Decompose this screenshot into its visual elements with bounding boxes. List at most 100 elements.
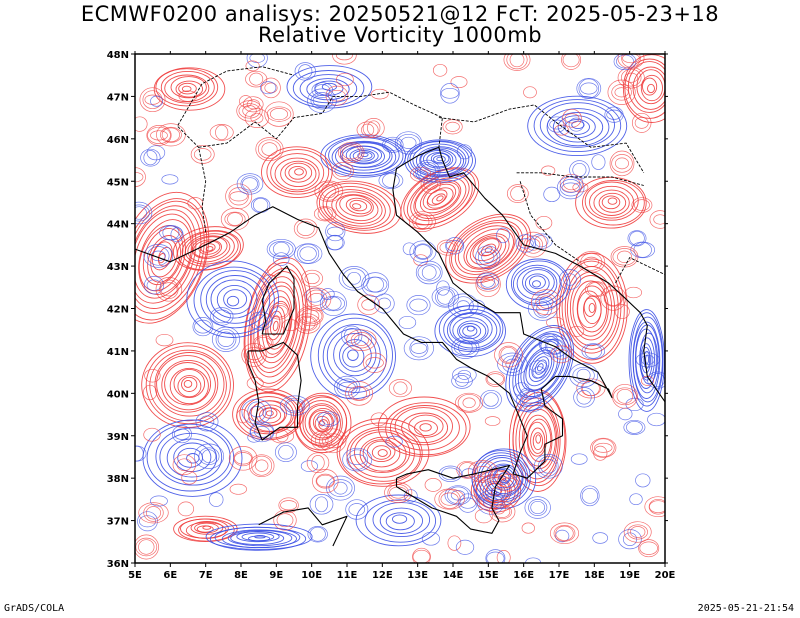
negative-contour [135,445,147,462]
positive-contour [154,352,225,417]
positive-contour [526,418,552,462]
positive-contour [588,302,596,314]
negative-contour [406,295,431,316]
negative-contour [539,335,558,351]
negative-contour [300,460,318,472]
negative-contour [341,325,363,346]
positive-contour [243,396,294,433]
lat-tick-label: 40N [107,389,129,400]
negative-contour [431,286,459,308]
negative-contour [445,237,465,255]
positive-contour [241,342,267,367]
lat-tick-label: 41N [107,347,129,358]
positive-contour [470,469,522,513]
positive-contour [614,304,630,320]
positive-contour [142,384,158,401]
negative-contour [483,392,499,407]
positive-contour [419,181,460,214]
positive-contour [494,342,523,368]
positive-contour [550,345,573,364]
negative-contour [394,131,423,155]
positive-contour [145,345,231,425]
positive-contour [617,54,645,69]
negative-contour [409,298,428,312]
negative-contour [140,148,161,167]
positive-contour [370,412,388,427]
positive-contour [476,475,512,506]
negative-contour [573,387,595,408]
positive-contour [151,241,173,271]
negative-contour [147,246,170,266]
positive-contour [342,145,361,160]
positive-contour [319,182,396,231]
positive-contour [349,199,368,212]
positive-contour [580,253,603,271]
coastline [258,507,348,547]
positive-contour [362,352,387,373]
negative-contour [209,526,307,551]
positive-contour [633,199,650,211]
negative-contour [497,352,528,376]
negative-contour [227,530,293,547]
positive-contour [156,123,186,147]
positive-contour [445,121,460,132]
negative-contour [457,320,487,342]
negative-contour [210,279,258,319]
negative-contour [286,399,304,412]
negative-contour [421,531,440,546]
positive-contour [469,235,507,265]
negative-contour [546,108,610,147]
positive-contour [196,525,214,533]
positive-contour [535,293,557,311]
positive-contour [335,54,353,61]
negative-contour [392,514,408,524]
negative-contour [519,387,536,401]
positive-contour [178,518,235,542]
positive-contour [135,191,210,324]
positive-contour [273,509,297,531]
positive-contour [385,402,467,456]
positive-contour [266,149,330,195]
positive-contour [326,189,386,227]
negative-contour [640,354,655,365]
positive-contour [631,112,652,133]
positive-contour [553,349,570,360]
positive-contour [454,222,520,275]
positive-contour [161,359,216,411]
negative-contour [335,141,393,171]
positive-contour [135,537,158,557]
negative-contour [448,293,479,318]
positive-contour [506,184,529,203]
negative-contour [146,145,166,161]
positive-contour [155,68,219,107]
positive-contour [401,412,449,444]
positive-contour [554,124,569,136]
positive-contour [274,157,320,191]
positive-contour [246,349,262,361]
negative-contour [527,95,628,157]
positive-contour [388,379,412,398]
negative-contour [525,349,555,387]
positive-contour [569,325,585,337]
negative-contour [198,447,220,465]
positive-contour [424,478,442,492]
negative-contour [242,177,258,191]
positive-contour [601,195,621,210]
negative-contour [378,172,404,189]
negative-contour [348,454,367,466]
negative-contour [142,419,243,497]
negative-contour [333,332,377,377]
positive-contour [236,409,250,424]
positive-contour [647,83,655,94]
positive-contour [316,474,335,488]
positive-contour [438,489,461,509]
negative-contour [294,62,316,81]
chart-title: ECMWF0200 analisys: 20250521@12 FcT: 202… [80,2,720,26]
negative-contour [455,539,475,555]
positive-contour [512,391,566,487]
national-border [176,66,295,233]
negative-contour [414,244,432,259]
positive-contour [144,368,161,383]
positive-contour [414,179,462,217]
negative-contour [591,154,606,170]
